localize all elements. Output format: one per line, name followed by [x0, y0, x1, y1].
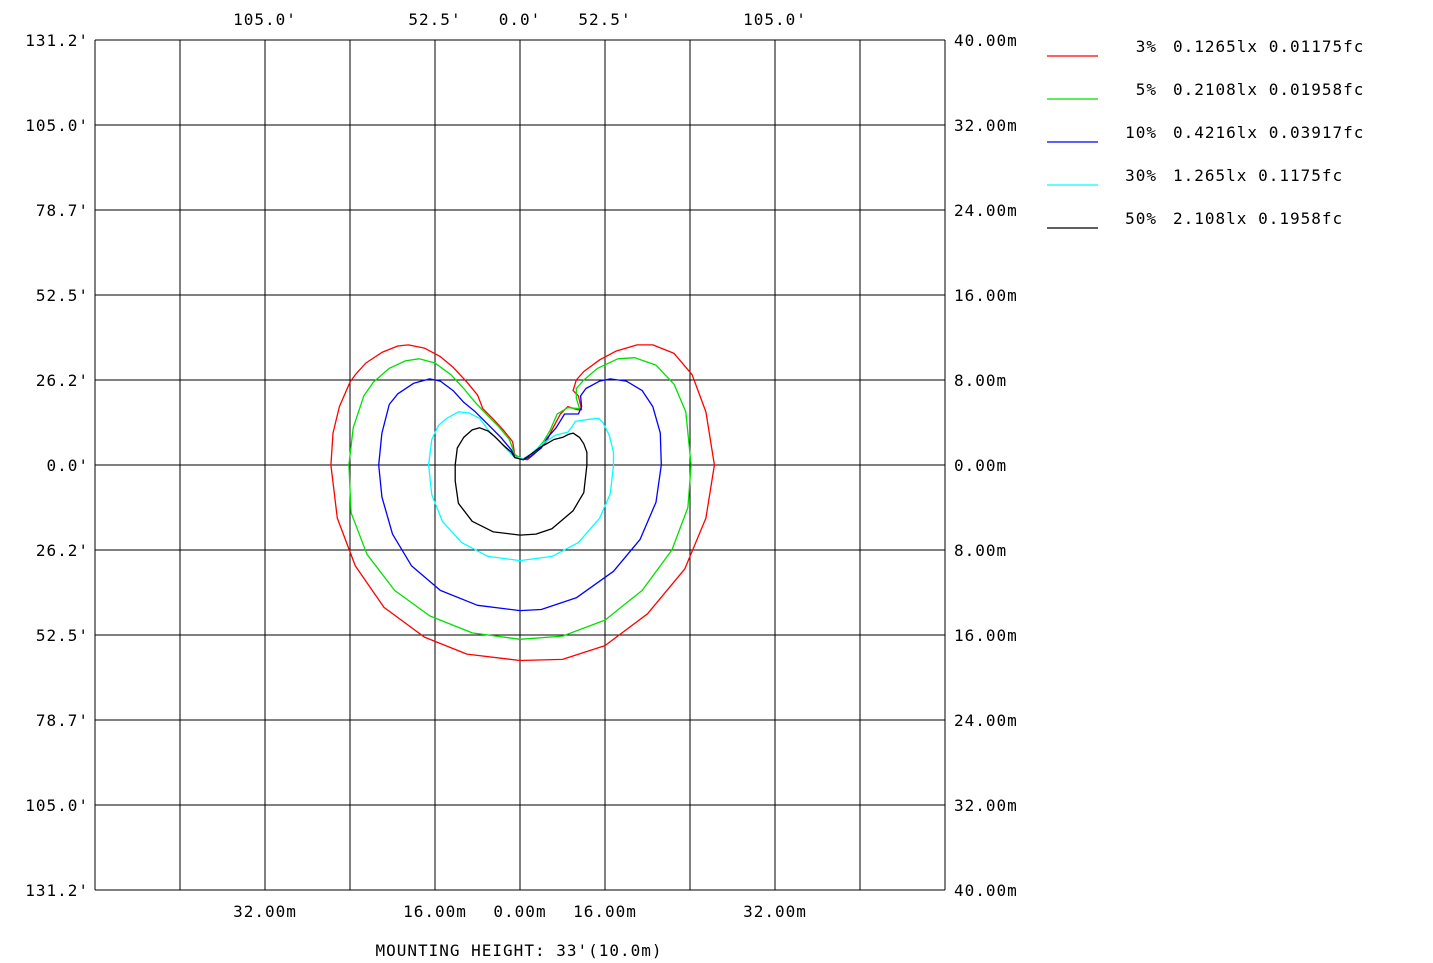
legend-percent: 30% [1125, 166, 1157, 185]
chart-grid [94, 39, 946, 891]
left-tick-label: 105.0' [25, 796, 89, 815]
left-tick-label: 105.0' [25, 116, 89, 135]
bottom-tick-label: 0.00m [493, 902, 546, 921]
legend-values: 2.108lx 0.1958fc [1173, 209, 1343, 228]
top-tick-label: 105.0' [743, 10, 807, 29]
bottom-tick-label: 32.00m [233, 902, 297, 921]
legend-values: 0.2108lx 0.01958fc [1173, 80, 1364, 99]
contour-line-4 [454, 427, 588, 536]
left-tick-label: 52.5' [36, 286, 89, 305]
top-tick-label: 52.5' [578, 10, 631, 29]
right-axis-ticks: 40.00m 32.00m 24.00m 16.00m 8.00m 0.00m 8.00m 1… [954, 31, 1018, 900]
top-tick-label: 105.0' [233, 10, 297, 29]
top-axis-ticks: 105.0' 52.5' 0.0' 52.5' 105.0' [233, 10, 807, 29]
bottom-tick-label: 16.00m [403, 902, 467, 921]
left-tick-label: 52.5' [36, 626, 89, 645]
left-tick-label: 78.7' [36, 201, 89, 220]
right-tick-label: 16.00m [954, 286, 1018, 305]
right-tick-label: 0.00m [954, 456, 1007, 475]
left-tick-label: 131.2' [25, 881, 89, 900]
right-tick-label: 24.00m [954, 201, 1018, 220]
chart-legend: 3% 0.1265lx 0.01175fc 5% 0.2108lx 0.01958fc… [1047, 37, 1364, 229]
right-tick-label: 40.00m [954, 31, 1018, 50]
left-tick-label: 26.2' [36, 541, 89, 560]
left-tick-label: 26.2' [36, 371, 89, 390]
right-tick-label: 24.00m [954, 711, 1018, 730]
legend-percent: 10% [1125, 123, 1157, 142]
top-tick-label: 0.0' [499, 10, 542, 29]
legend-percent: 5% [1136, 80, 1157, 99]
right-tick-label: 8.00m [954, 541, 1007, 560]
right-tick-label: 16.00m [954, 626, 1018, 645]
bottom-tick-label: 16.00m [573, 902, 637, 921]
left-tick-label: 78.7' [36, 711, 89, 730]
legend-values: 0.1265lx 0.01175fc [1173, 37, 1364, 56]
bottom-axis-ticks: 32.00m 16.00m 0.00m 16.00m 32.00m [233, 902, 807, 921]
legend-percent: 50% [1125, 209, 1157, 228]
top-tick-label: 52.5' [408, 10, 461, 29]
contour-line-2 [378, 378, 662, 612]
left-tick-label: 0.0' [46, 456, 89, 475]
mounting-height-label: MOUNTING HEIGHT: 33'(10.0m) [375, 941, 662, 960]
legend-values: 1.265lx 0.1175fc [1173, 166, 1343, 185]
bottom-tick-label: 32.00m [743, 902, 807, 921]
legend-percent: 3% [1136, 37, 1157, 56]
right-tick-label: 32.00m [954, 796, 1018, 815]
legend-values: 0.4216lx 0.03917fc [1173, 123, 1364, 142]
left-tick-label: 131.2' [25, 31, 89, 50]
right-tick-label: 40.00m [954, 881, 1018, 900]
right-tick-label: 32.00m [954, 116, 1018, 135]
contour-line-0 [330, 344, 716, 662]
isofootcandle-contours [330, 344, 716, 662]
left-axis-ticks: 131.2' 105.0' 78.7' 52.5' 26.2' 0.0' 26.2' 52.5… [25, 31, 89, 900]
right-tick-label: 8.00m [954, 371, 1007, 390]
